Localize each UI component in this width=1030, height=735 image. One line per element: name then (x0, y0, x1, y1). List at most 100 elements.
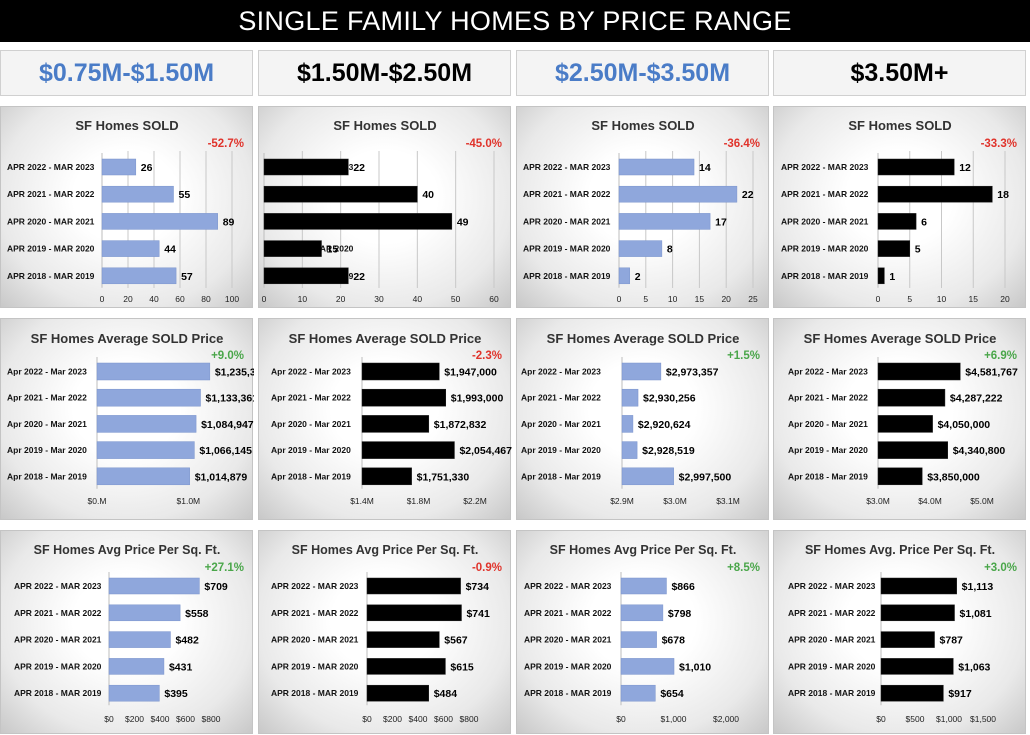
bar (263, 213, 453, 230)
bar (263, 158, 349, 176)
data-label: $431 (169, 661, 193, 673)
category-label: APR 2020 - MAR 2021 (7, 216, 95, 226)
category-label: APR 2021 - MAR 2022 (523, 189, 611, 199)
bar (621, 415, 634, 433)
tick-label: 10 (937, 294, 947, 304)
data-label: 57 (181, 271, 193, 283)
category-label: Apr 2022 - Mar 2023 (271, 367, 351, 377)
tick-label: 5 (907, 294, 912, 304)
category-label: APR 2019 - MAR 2020 (788, 661, 876, 671)
bar (108, 577, 200, 595)
category-label: APR 2020 - MAR 2021 (14, 635, 102, 645)
chart-panel: SF Homes Avg Price Per Sq. Ft. +27.1% APR … (0, 530, 253, 734)
change-indicator: -0.9% (472, 562, 502, 574)
bar (361, 362, 440, 381)
bar (366, 658, 446, 675)
chart-title: SF Homes Average SOLD Price (804, 331, 997, 346)
tick-label: 50 (451, 294, 461, 304)
chart-panel: SF Homes SOLD -33.3% APR 2022 - MAR 2023 12… (773, 106, 1026, 308)
bar (621, 388, 639, 407)
bar (108, 604, 181, 622)
tick-label: 10 (668, 294, 678, 304)
bar (366, 604, 462, 622)
data-label: 8 (667, 244, 673, 256)
bar (618, 185, 738, 203)
tick-label: 40 (413, 294, 423, 304)
tick-label: $1,000 (936, 714, 962, 724)
data-label: 44 (164, 244, 176, 256)
tick-label: $3.0M (663, 496, 687, 506)
bar (877, 415, 933, 433)
data-label: 18 (997, 189, 1009, 201)
data-label: $484 (434, 688, 458, 700)
category-label: Apr 2020 - Mar 2021 (788, 419, 868, 429)
bar (877, 467, 923, 486)
bar (877, 185, 993, 203)
bar (618, 267, 630, 285)
bar (96, 362, 211, 381)
tick-label: $500 (906, 714, 925, 724)
tick-label: $2,000 (713, 714, 739, 724)
tick-label: $400 (151, 714, 170, 724)
tick-label: $2.2M (463, 496, 487, 506)
bar (618, 158, 695, 176)
data-label: 26 (141, 162, 153, 174)
chart-panel: SF Homes SOLD -36.4% APR 2022 - MAR 2023 14… (516, 106, 769, 308)
tick-label: $0 (616, 714, 626, 724)
bar (101, 185, 174, 203)
bar (620, 631, 657, 648)
data-label: $787 (940, 635, 964, 647)
bar (366, 577, 461, 595)
chart-title: SF Homes Average SOLD Price (31, 331, 224, 346)
tick-label: $1,500 (970, 714, 996, 724)
chart-title: SF Homes SOLD (75, 118, 178, 133)
category-label: APR 2019 - MAR 2020 (7, 244, 95, 254)
change-indicator: -45.0% (466, 138, 502, 150)
data-label: $4,287,222 (950, 393, 1003, 405)
category-label: APR 2018 - MAR 2019 (271, 688, 359, 698)
bar (880, 604, 955, 622)
category-label: APR 2018 - MAR 2019 (7, 271, 95, 281)
bar (361, 415, 430, 433)
bar (101, 267, 177, 285)
bar (366, 631, 440, 648)
category-label: APR 2022 - MAR 2023 (524, 581, 612, 591)
tick-label: 30 (374, 294, 384, 304)
category-label: APR 2022 - MAR 2023 (523, 162, 611, 172)
data-label: $1,133,361 (206, 393, 254, 405)
category-label: Apr 2019 - Mar 2020 (521, 445, 601, 455)
data-label: $1,993,000 (451, 393, 504, 405)
bar (877, 441, 948, 459)
chart-title: SF Homes SOLD (333, 118, 436, 133)
chart-panel: SF Homes Average SOLD Price +1.5% Apr 2022… (516, 318, 769, 520)
bar (877, 158, 955, 176)
category-label: APR 2020 - MAR 2021 (781, 216, 869, 226)
tick-label: 20 (123, 294, 133, 304)
bar-chart: SF Homes Average SOLD Price +1.5% Apr 2022… (521, 331, 760, 506)
category-label: Apr 2018 - Mar 2019 (521, 471, 601, 481)
category-label: APR 2018 - MAR 2019 (14, 688, 102, 698)
category-label: APR 2019 - MAR 2020 (523, 244, 611, 254)
category-label: Apr 2022 - Mar 2023 (521, 367, 601, 377)
category-label: APR 2020 - MAR 2021 (271, 635, 359, 645)
category-label: Apr 2021 - Mar 2022 (521, 393, 601, 403)
tick-label: $1.4M (350, 496, 374, 506)
tick-label: $1,000 (661, 714, 687, 724)
category-label: APR 2021 - MAR 2022 (271, 608, 359, 618)
data-label: $917 (948, 688, 972, 700)
bar (101, 158, 137, 176)
change-indicator: +1.5% (727, 350, 760, 362)
bar (880, 631, 935, 648)
data-label: 1 (889, 271, 895, 283)
tick-label: 0 (876, 294, 881, 304)
bar (96, 415, 197, 433)
bar-chart: SF Homes Avg Price Per Sq. Ft. +8.5% APR 2… (524, 543, 760, 724)
category-label: Apr 2018 - Mar 2019 (788, 471, 868, 481)
category-label: Apr 2019 - Mar 2020 (788, 445, 868, 455)
bar (621, 467, 674, 486)
category-label: APR 2022 - MAR 2023 (271, 581, 359, 591)
data-label: $2,997,500 (679, 471, 732, 483)
data-label: $1,751,330 (417, 471, 470, 483)
category-label: APR 2021 - MAR 2022 (788, 608, 876, 618)
bar-chart: SF Homes Average SOLD Price -2.3% Apr 2022… (271, 331, 512, 506)
